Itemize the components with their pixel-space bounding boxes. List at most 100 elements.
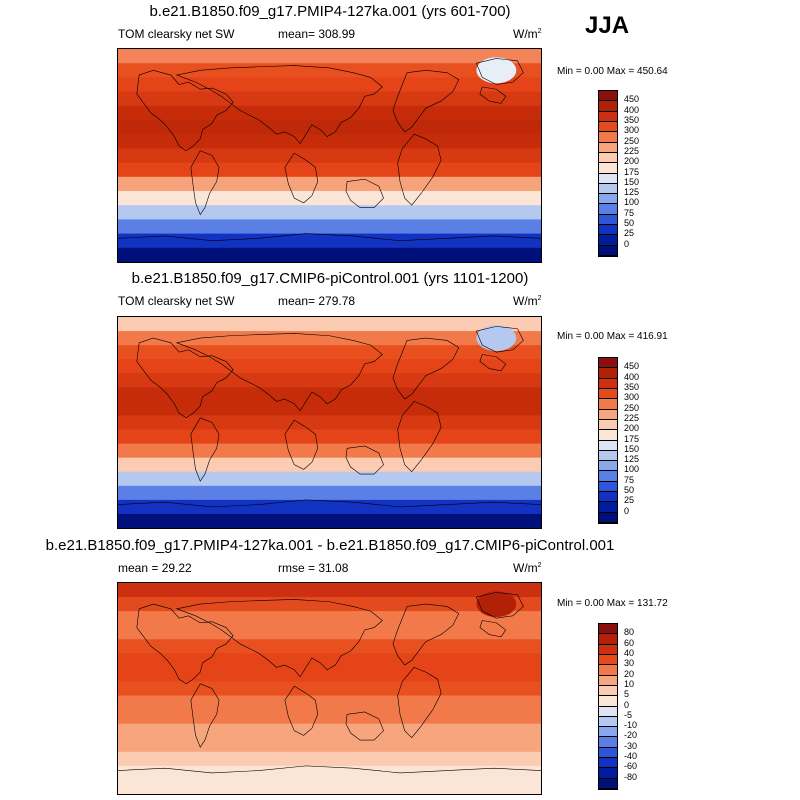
min-max-label: Min = 0.00 Max = 131.72 (557, 598, 668, 609)
greenland-region (476, 591, 517, 617)
colorbar-segment (599, 225, 617, 236)
colorbar-segment (599, 471, 617, 482)
latitude-band (118, 471, 541, 487)
panel-units: W/m2 (513, 27, 542, 41)
latitude-band (118, 709, 541, 725)
colorbar-segment (599, 101, 617, 112)
colorbar-tick-label: 300 (624, 392, 640, 403)
coastline (346, 446, 384, 474)
colorbar-segment (599, 758, 617, 769)
colorbar-segment (599, 644, 617, 655)
latitude-band (118, 134, 541, 149)
latitude-band (118, 611, 541, 626)
colorbar-tick-label: 30 (624, 658, 635, 669)
colorbar-segment (599, 747, 617, 759)
colorbar-tick-label: 250 (624, 402, 640, 413)
latitude-band (118, 345, 541, 360)
colorbar-segment (599, 665, 617, 676)
colorbar-segment (599, 512, 617, 523)
latitude-band (118, 91, 541, 107)
latitude-band (118, 499, 541, 515)
colorbar-segment (599, 214, 617, 226)
latitude-band (118, 219, 541, 235)
latitude-band (118, 695, 541, 711)
colorbar-segment (599, 111, 617, 122)
latitude-band (118, 681, 541, 697)
colorbar-segment (599, 461, 617, 472)
colorbar-segment (599, 183, 617, 195)
colorbar-tick-label: 10 (624, 678, 635, 689)
coastline (398, 667, 441, 737)
panel-units: W/m2 (513, 294, 542, 308)
antarctica-coastline (118, 234, 541, 241)
latitude-band (118, 247, 541, 262)
colorbar-segment (599, 132, 617, 143)
map-field (118, 583, 541, 794)
colorbar-tick-label: 450 (624, 361, 640, 372)
colorbar-segment (599, 430, 617, 441)
colorbar-tick-label: 400 (624, 104, 640, 115)
latitude-band (118, 77, 541, 93)
latitude-band (118, 513, 541, 528)
colorbar-segment (599, 706, 617, 717)
colorbar-segment (599, 173, 617, 184)
colorbar-tick-label: 350 (624, 381, 640, 392)
greenland-region (476, 57, 517, 84)
latitude-band (118, 401, 541, 417)
latitude-band (118, 597, 541, 612)
colorbar-segment (599, 675, 617, 686)
colorbar-tick-label: 150 (624, 443, 640, 454)
colorbar-segment (599, 624, 617, 635)
colorbar-tick-label: 50 (624, 485, 635, 496)
coastline (346, 179, 384, 207)
colorbar (598, 623, 618, 790)
coastline (191, 418, 219, 481)
coastline (393, 338, 459, 399)
latitude-band (118, 331, 541, 346)
latitude-band (118, 485, 541, 501)
colorbar-tick-label: 400 (624, 371, 640, 382)
colorbar-segment (599, 399, 617, 410)
colorbar-tick-label: 25 (624, 495, 635, 506)
colorbar-segment (599, 778, 617, 789)
colorbar-tick-label: 200 (624, 156, 640, 167)
colorbar-segment (599, 502, 617, 513)
colorbar-segment (599, 388, 617, 400)
colorbar-segment (599, 419, 617, 431)
latitude-band (118, 429, 541, 445)
colorbar-segment (599, 378, 617, 389)
colorbar-tick-label: 0 (624, 238, 630, 249)
latitude-band (118, 443, 541, 459)
colorbar-segment (599, 634, 617, 645)
colorbar-segment (599, 696, 617, 707)
coastline (480, 87, 506, 104)
panel-title: b.e21.B1850.f09_g17.CMIP6-piControl.001 … (131, 270, 529, 287)
colorbar-tick-label: 350 (624, 114, 640, 125)
coastline (476, 58, 523, 84)
map-field (118, 317, 541, 528)
colorbar-segment (599, 358, 617, 369)
colorbar-tick-label: 125 (624, 187, 640, 198)
latitude-band (118, 625, 541, 640)
coastline (398, 134, 441, 205)
panel-left-label: TOM clearsky net SW (118, 294, 235, 308)
colorbar-tick-label: -30 (624, 740, 638, 751)
coastline (191, 684, 219, 747)
colorbar-tick-label: 150 (624, 176, 640, 187)
colorbar-segment (599, 235, 617, 246)
coastline (285, 420, 318, 469)
colorbar-tick-label: 0 (624, 505, 630, 516)
colorbar-segment (599, 121, 617, 133)
colorbar-tick-label: -80 (624, 771, 638, 782)
colorbar-tick-label: 200 (624, 423, 640, 434)
map-plot (117, 48, 542, 263)
latitude-band (118, 317, 541, 332)
latitude-band (118, 359, 541, 374)
latitude-band (118, 49, 541, 64)
latitude-band (118, 205, 541, 220)
colorbar-tick-label: 175 (624, 166, 640, 177)
colorbar-tick-label: 80 (624, 627, 635, 638)
coastline (480, 621, 506, 637)
coastline (476, 326, 523, 352)
colorbar-segment (599, 685, 617, 697)
